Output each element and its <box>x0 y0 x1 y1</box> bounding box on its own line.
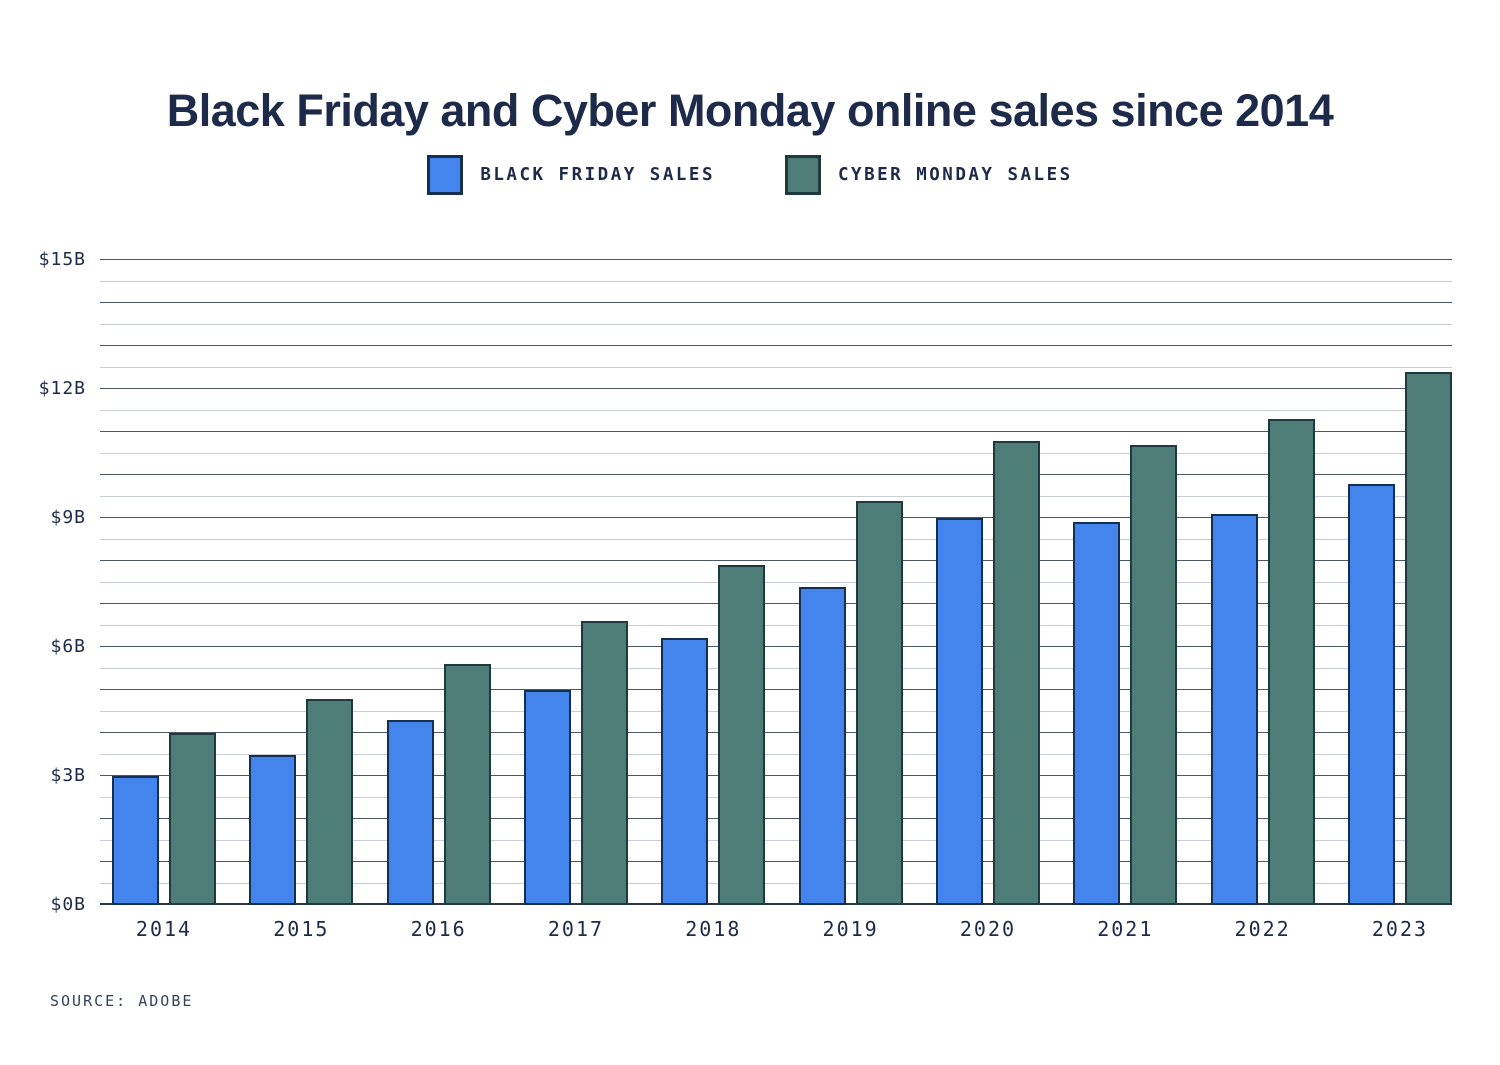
gridline-10B <box>100 474 1452 475</box>
bar-cyber-monday-2021 <box>1130 444 1178 905</box>
legend-swatch-cyber-monday <box>785 155 821 195</box>
bar-cyber-monday-2015 <box>306 698 354 905</box>
bars-layer <box>100 260 1452 905</box>
bar-group-2022 <box>1210 260 1315 905</box>
y-tick-label-3B: $3B <box>50 765 86 786</box>
x-tick-label-2015: 2015 <box>273 917 330 941</box>
bar-group-2014 <box>112 260 216 905</box>
x-tick-label-2023: 2023 <box>1371 917 1429 941</box>
gridline-9B <box>100 517 1452 518</box>
gridline-3.5B <box>100 753 1452 755</box>
bar-cyber-monday-2020 <box>992 440 1040 905</box>
gridline-8.5B <box>100 538 1452 540</box>
gridline-8B <box>100 560 1452 561</box>
bar-black-friday-2019 <box>798 586 846 905</box>
x-axis-labels: 2014 2015 2016 2017 2018 2019 2020 2021 2022 2023 <box>100 917 1452 941</box>
y-tick-label-15B: $15B <box>38 249 86 270</box>
legend-label-black-friday: BLACK FRIDAY SALES <box>480 165 715 185</box>
bar-group-2019 <box>798 260 903 905</box>
bar-group-2023 <box>1347 260 1452 905</box>
bar-black-friday-2020 <box>935 518 983 905</box>
legend-item-cyber-monday: CYBER MONDAY SALES <box>785 155 1073 195</box>
bar-group-2015 <box>249 260 354 905</box>
bar-group-2021 <box>1073 260 1178 905</box>
x-tick-label-2018: 2018 <box>685 917 742 941</box>
y-tick-label-9B: $9B <box>50 507 86 528</box>
bar-cyber-monday-2018 <box>718 565 766 905</box>
gridline-13.5B <box>100 323 1452 325</box>
x-tick-label-2014: 2014 <box>135 917 193 941</box>
bar-group-2017 <box>523 260 628 905</box>
gridline-4.5B <box>100 710 1452 712</box>
gridline-11.5B <box>100 409 1452 411</box>
bar-black-friday-2014 <box>112 776 159 905</box>
legend: BLACK FRIDAY SALES CYBER MONDAY SALES <box>0 155 1500 195</box>
gridline-12B <box>100 388 1452 389</box>
bar-black-friday-2022 <box>1210 513 1258 905</box>
bar-cyber-monday-2017 <box>580 621 628 905</box>
bar-group-2018 <box>661 260 766 905</box>
gridline-10.5B <box>100 452 1452 454</box>
bar-black-friday-2016 <box>386 720 434 905</box>
gridline-3B <box>100 775 1452 776</box>
bar-group-2016 <box>386 260 491 905</box>
bar-black-friday-2018 <box>661 638 709 905</box>
bar-black-friday-2023 <box>1347 483 1395 905</box>
legend-label-cyber-monday: CYBER MONDAY SALES <box>838 165 1073 185</box>
gridline-1B <box>100 861 1452 862</box>
x-axis-line <box>100 903 1452 905</box>
x-tick-label-2021: 2021 <box>1097 917 1154 941</box>
bar-black-friday-2021 <box>1073 522 1121 905</box>
plot-area <box>100 259 1452 905</box>
gridline-5B <box>100 689 1452 690</box>
gridline-2.5B <box>100 796 1452 798</box>
gridline-11B <box>100 431 1452 432</box>
bar-cyber-monday-2014 <box>169 733 216 905</box>
x-tick-label-2017: 2017 <box>547 917 605 941</box>
x-tick-label-2019: 2019 <box>822 917 879 941</box>
gridline-14.5B <box>100 280 1452 282</box>
gridline-12.5B <box>100 366 1452 368</box>
bar-group-2020 <box>935 260 1040 905</box>
bar-black-friday-2015 <box>249 754 297 905</box>
gridline-1.5B <box>100 839 1452 841</box>
bar-cyber-monday-2022 <box>1267 419 1315 905</box>
chart-title: Black Friday and Cyber Monday online sal… <box>166 85 1334 137</box>
x-tick-label-2022: 2022 <box>1234 917 1291 941</box>
y-tick-label-12B: $12B <box>38 378 86 399</box>
x-tick-label-2016: 2016 <box>410 917 467 941</box>
bar-cyber-monday-2019 <box>855 500 903 905</box>
gridline-5.5B <box>100 667 1452 669</box>
gridline-7.5B <box>100 581 1452 583</box>
y-axis-labels: $0B $3B $6B $9B $12B $15B <box>0 249 86 915</box>
gridline-7B <box>100 603 1452 604</box>
gridline-9.5B <box>100 495 1452 497</box>
gridline-4B <box>100 732 1452 733</box>
y-tick-label-0B: $0B <box>50 894 86 915</box>
legend-swatch-black-friday <box>427 155 464 195</box>
gridline-13B <box>100 345 1452 346</box>
gridline-0.5B <box>100 882 1452 884</box>
bar-cyber-monday-2023 <box>1404 371 1452 905</box>
source-note: SOURCE: ADOBE <box>50 992 194 1010</box>
gridline-6.5B <box>100 624 1452 626</box>
gridline-6B <box>100 646 1452 647</box>
y-tick-label-6B: $6B <box>50 636 86 657</box>
legend-item-black-friday: BLACK FRIDAY SALES <box>427 155 715 195</box>
x-tick-label-2020: 2020 <box>959 917 1017 941</box>
gridline-2B <box>100 818 1452 819</box>
bar-cyber-monday-2016 <box>443 664 491 905</box>
gridline-14B <box>100 302 1452 303</box>
gridline-15B <box>100 259 1452 260</box>
bar-black-friday-2017 <box>523 690 571 905</box>
